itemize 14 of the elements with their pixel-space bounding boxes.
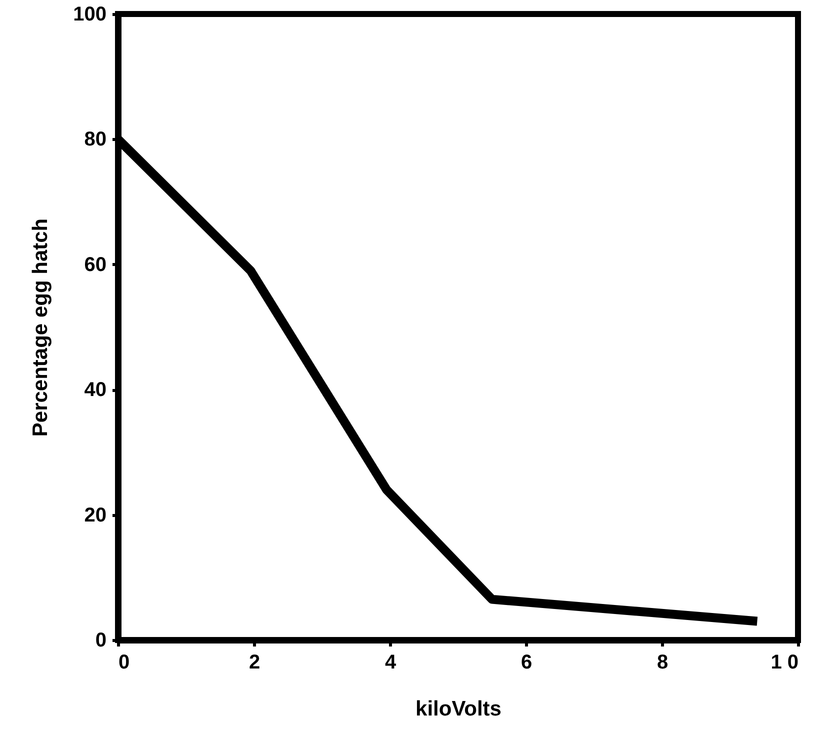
y-tick-label: 80 [84, 128, 106, 151]
y-tick-label: 0 [95, 630, 106, 652]
y-tick-label: 40 [84, 379, 106, 402]
y-axis-title: Percentage egg hatch [29, 218, 52, 437]
y-tick-label: 100 [73, 4, 106, 26]
x-tick-label: 2 [248, 652, 260, 674]
y-tick-label: 60 [84, 254, 106, 276]
x-axis-title: kiloVolts [416, 698, 502, 720]
x-tick-label: 4 [384, 652, 397, 674]
x-tick-label: 0 [118, 652, 130, 674]
x-tick-label: 1 0 [770, 652, 798, 674]
y-tick-label: 20 [84, 504, 106, 526]
x-tick-label: 8 [656, 652, 668, 674]
x-tick-label: 6 [520, 652, 532, 674]
